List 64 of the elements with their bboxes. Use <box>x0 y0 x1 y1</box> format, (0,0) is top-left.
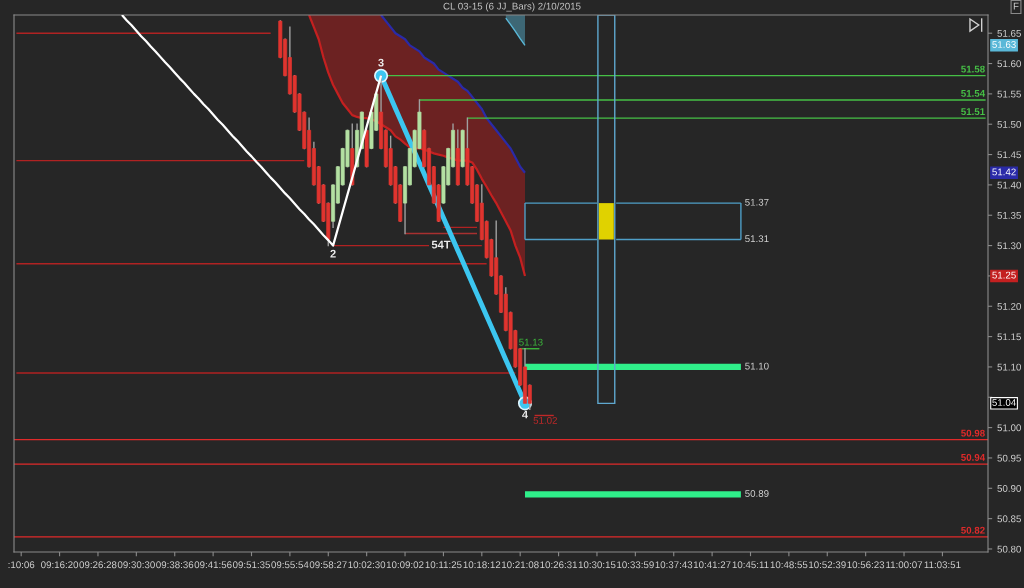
x-tick-label: 09:16:20 <box>41 561 79 569</box>
annotation: 51.25 <box>992 271 1016 279</box>
x-tick-label: 09:26:28 <box>79 561 117 569</box>
x-tick-label: 10:26:31 <box>540 561 578 569</box>
data-label: 51.51 <box>961 108 985 116</box>
y-tick-label: 51.30 <box>997 242 1021 250</box>
y-tick-label: 51.40 <box>997 181 1021 189</box>
y-tick-label: 51.45 <box>997 151 1021 159</box>
x-tick-label: 10:56:23 <box>847 561 885 569</box>
x-tick-label: :10:06 <box>8 561 35 569</box>
y-tick-label: 50.85 <box>997 515 1021 523</box>
y-tick-label: 51.15 <box>997 333 1021 341</box>
x-tick-label: 10:48:55 <box>770 561 808 569</box>
data-label: 50.89 <box>745 490 769 497</box>
x-tick-label: 10:11:25 <box>425 561 462 569</box>
data-label: 51.58 <box>961 65 985 73</box>
annotation: 3 <box>378 58 384 67</box>
data-label: 51.54 <box>961 90 986 97</box>
data-label: 51.37 <box>745 198 769 206</box>
x-tick-label: 10:33:59 <box>617 561 654 569</box>
y-tick-label: 51.35 <box>997 211 1021 219</box>
ref-line-label: 50.94 <box>961 454 986 461</box>
x-tick-label: 10:09:02 <box>386 561 424 569</box>
y-tick-label: 50.95 <box>997 454 1021 462</box>
x-tick-label: 09:30:30 <box>117 561 155 569</box>
data-label: 51.13 <box>519 338 543 346</box>
x-tick-label: 09:38:36 <box>156 561 194 569</box>
ref-line-label: 50.82 <box>961 526 985 534</box>
y-tick-label: 51.55 <box>997 90 1021 98</box>
data-label: 51.31 <box>745 235 769 243</box>
line-series <box>379 15 527 174</box>
annotation: 2 <box>330 249 336 258</box>
chart-title: CL 03-15 (6 JJ_Bars) 2/10/2015 <box>443 2 581 12</box>
annotation: 51.63 <box>992 41 1016 48</box>
x-tick-label: 09:41:56 <box>194 561 232 569</box>
y-tick-label: 50.90 <box>997 485 1021 492</box>
data-label: 51.10 <box>745 362 769 370</box>
x-tick-label: 10:30:15 <box>578 561 616 569</box>
data-label: 51.02 <box>533 416 557 424</box>
annotation: 4 <box>522 410 528 419</box>
y-tick-label: 51.20 <box>997 302 1021 310</box>
x-tick-label: 10:02:30 <box>348 561 386 569</box>
x-tick-label: 10:45:11 <box>732 561 769 569</box>
x-tick-label: 10:37:43 <box>655 561 693 569</box>
annotation: 51.42 <box>992 168 1016 176</box>
y-tick-label: 51.10 <box>997 363 1021 371</box>
annotation: 51.04 <box>992 399 1016 406</box>
y-tick-label: 50.80 <box>997 545 1021 553</box>
text: F <box>1013 2 1019 10</box>
x-tick-label: 10:18:12 <box>463 561 501 569</box>
annotation: 54T <box>431 240 451 249</box>
y-tick-label: 51.60 <box>997 60 1021 68</box>
x-tick-label: 09:58:27 <box>309 561 347 569</box>
y-tick-label: 51.50 <box>997 120 1021 128</box>
x-tick-label: 09:55:54 <box>271 561 309 569</box>
x-tick-label: 10:21:08 <box>502 561 539 569</box>
x-tick-label: 11:03:51 <box>924 561 961 569</box>
y-tick-label: 51.00 <box>997 424 1021 432</box>
x-tick-label: 09:51:35 <box>232 561 271 569</box>
x-tick-label: 10:41:27 <box>693 561 731 569</box>
ref-line-label: 50.98 <box>961 429 985 437</box>
x-tick-label: 11:00:07 <box>886 561 923 569</box>
x-tick-label: 10:52:39 <box>809 561 846 569</box>
y-tick-label: 51.65 <box>997 29 1021 37</box>
